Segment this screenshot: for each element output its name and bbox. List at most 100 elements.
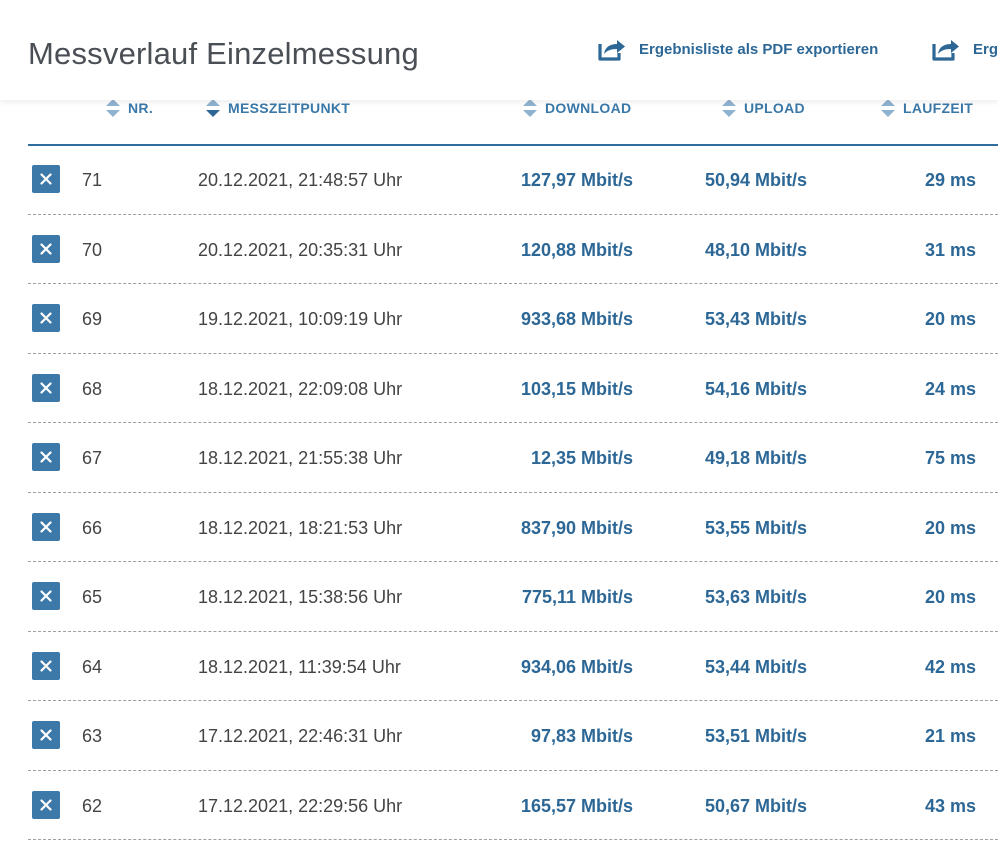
- table-row: 64 18.12.2021, 11:39:54 Uhr 934,06 Mbit/…: [28, 632, 998, 701]
- delete-row-button[interactable]: [32, 373, 60, 402]
- table-header: NR. MESSZEITPUNKT DOWNLOAD UPLOAD LAUFZE…: [28, 96, 998, 146]
- cell-nr: 69: [82, 309, 103, 329]
- cell-nr: 67: [82, 448, 103, 468]
- close-icon: [40, 520, 52, 533]
- export-pdf-label: Ergebnisliste als PDF exportieren: [639, 40, 879, 58]
- close-icon: [40, 312, 52, 324]
- table-row: 68 18.12.2021, 22:09:08 Uhr 103,15 Mbit/…: [28, 354, 998, 423]
- cell-latency: 20 ms: [924, 309, 976, 329]
- cell-download: 127,97 Mbit/s: [520, 170, 633, 190]
- column-header-download[interactable]: DOWNLOAD: [522, 96, 631, 120]
- column-label-time: MESSZEITPUNKT: [228, 100, 351, 116]
- close-icon: [40, 590, 52, 602]
- cell-download: 103,15 Mbit/s: [520, 378, 633, 399]
- cell-nr: 71: [82, 170, 103, 190]
- cell-upload: 53,63 Mbit/s: [704, 587, 807, 607]
- cell-time: 17.12.2021, 22:46:31 Uhr: [198, 726, 403, 746]
- column-header-nr[interactable]: NR.: [105, 96, 153, 120]
- column-header-upload[interactable]: UPLOAD: [721, 96, 805, 120]
- column-header-latency[interactable]: LAUFZEIT: [880, 96, 973, 120]
- cell-nr: 66: [82, 517, 103, 538]
- cell-time: 19.12.2021, 10:09:19 Uhr: [198, 309, 403, 329]
- page-header: Messverlauf Einzelmessung Ergebnisliste …: [0, 0, 998, 100]
- export-second-link[interactable]: Erg: [931, 36, 998, 62]
- column-label-upload: UPLOAD: [744, 100, 805, 116]
- cell-latency: 43 ms: [924, 795, 976, 816]
- sort-icon: [722, 99, 736, 117]
- cell-upload: 54,16 Mbit/s: [704, 378, 807, 399]
- cell-time: 18.12.2021, 11:39:54 Uhr: [198, 656, 401, 677]
- cell-latency: 29 ms: [924, 170, 976, 190]
- delete-row-button[interactable]: [32, 165, 60, 193]
- cell-download: 165,57 Mbit/s: [520, 795, 633, 816]
- cell-time: 18.12.2021, 15:38:56 Uhr: [198, 587, 403, 607]
- close-icon: [40, 173, 52, 185]
- delete-row-button[interactable]: [32, 512, 60, 541]
- cell-nr: 64: [82, 656, 103, 677]
- cell-download: 933,68 Mbit/s: [520, 309, 633, 329]
- column-label-nr: NR.: [128, 100, 154, 116]
- delete-row-button[interactable]: [32, 443, 60, 471]
- table-row: 70 20.12.2021, 20:35:31 Uhr 120,88 Mbit/…: [28, 215, 998, 284]
- cell-time: 18.12.2021, 21:55:38 Uhr: [198, 448, 403, 468]
- cell-latency: 24 ms: [924, 378, 976, 399]
- cell-upload: 53,43 Mbit/s: [704, 309, 807, 329]
- cell-upload: 50,67 Mbit/s: [704, 795, 807, 816]
- cell-latency: 20 ms: [924, 587, 976, 607]
- table-row: 63 17.12.2021, 22:46:31 Uhr 97,83 Mbit/s…: [28, 701, 998, 771]
- cell-nr: 68: [82, 378, 103, 399]
- delete-row-button[interactable]: [32, 721, 60, 749]
- column-header-time[interactable]: MESSZEITPUNKT: [205, 96, 350, 120]
- cell-download: 120,88 Mbit/s: [520, 239, 633, 260]
- cell-time: 17.12.2021, 22:29:56 Uhr: [198, 795, 403, 816]
- measurement-table-body: 71 20.12.2021, 21:48:57 Uhr 127,97 Mbit/…: [28, 145, 998, 840]
- delete-row-button[interactable]: [32, 582, 60, 610]
- cell-download: 775,11 Mbit/s: [521, 587, 633, 607]
- cell-nr: 62: [82, 795, 103, 816]
- close-icon: [40, 381, 52, 394]
- cell-upload: 50,94 Mbit/s: [704, 170, 807, 190]
- column-label-download: DOWNLOAD: [545, 100, 632, 116]
- table-row: 66 18.12.2021, 18:21:53 Uhr 837,90 Mbit/…: [28, 493, 998, 562]
- page-title: Messverlauf Einzelmessung: [28, 36, 419, 71]
- cell-latency: 31 ms: [924, 239, 976, 260]
- cell-nr: 63: [82, 726, 103, 746]
- sort-icon: [206, 99, 220, 117]
- delete-row-button[interactable]: [32, 790, 60, 819]
- table-row: 67 18.12.2021, 21:55:38 Uhr 12,35 Mbit/s…: [28, 423, 998, 493]
- delete-row-button[interactable]: [32, 651, 60, 680]
- close-icon: [40, 451, 52, 463]
- cell-download: 12,35 Mbit/s: [530, 448, 633, 468]
- close-icon: [40, 242, 52, 255]
- cell-latency: 75 ms: [924, 448, 976, 468]
- cell-download: 837,90 Mbit/s: [520, 517, 633, 538]
- sort-icon: [106, 99, 120, 117]
- cell-latency: 42 ms: [924, 656, 976, 677]
- table-row: 71 20.12.2021, 21:48:57 Uhr 127,97 Mbit/…: [28, 145, 998, 215]
- table-row: 65 18.12.2021, 15:38:56 Uhr 775,11 Mbit/…: [28, 562, 998, 632]
- sort-icon: [881, 99, 895, 117]
- sort-icon: [523, 99, 537, 117]
- cell-download: 934,06 Mbit/s: [520, 656, 633, 677]
- cell-time: 20.12.2021, 21:48:57 Uhr: [198, 170, 403, 190]
- cell-download: 97,83 Mbit/s: [530, 726, 633, 746]
- cell-upload: 48,10 Mbit/s: [704, 239, 807, 260]
- delete-row-button[interactable]: [32, 304, 60, 332]
- cell-upload: 53,51 Mbit/s: [704, 726, 807, 746]
- close-icon: [40, 729, 52, 741]
- close-icon: [40, 659, 52, 672]
- export-icon: [932, 40, 959, 61]
- cell-time: 18.12.2021, 18:21:53 Uhr: [198, 517, 403, 538]
- cell-upload: 53,44 Mbit/s: [704, 656, 807, 677]
- cell-time: 18.12.2021, 22:09:08 Uhr: [198, 378, 403, 399]
- export-icon: [598, 40, 625, 61]
- table-row: 62 17.12.2021, 22:29:56 Uhr 165,57 Mbit/…: [28, 771, 998, 840]
- cell-upload: 49,18 Mbit/s: [704, 448, 807, 468]
- delete-row-button[interactable]: [32, 234, 60, 263]
- cell-latency: 20 ms: [924, 517, 976, 538]
- cell-upload: 53,55 Mbit/s: [704, 517, 807, 538]
- export-second-label: Erg: [972, 40, 998, 58]
- table-row: 69 19.12.2021, 10:09:19 Uhr 933,68 Mbit/…: [28, 284, 998, 354]
- cell-nr: 65: [82, 587, 103, 607]
- export-pdf-link[interactable]: Ergebnisliste als PDF exportieren: [597, 36, 878, 62]
